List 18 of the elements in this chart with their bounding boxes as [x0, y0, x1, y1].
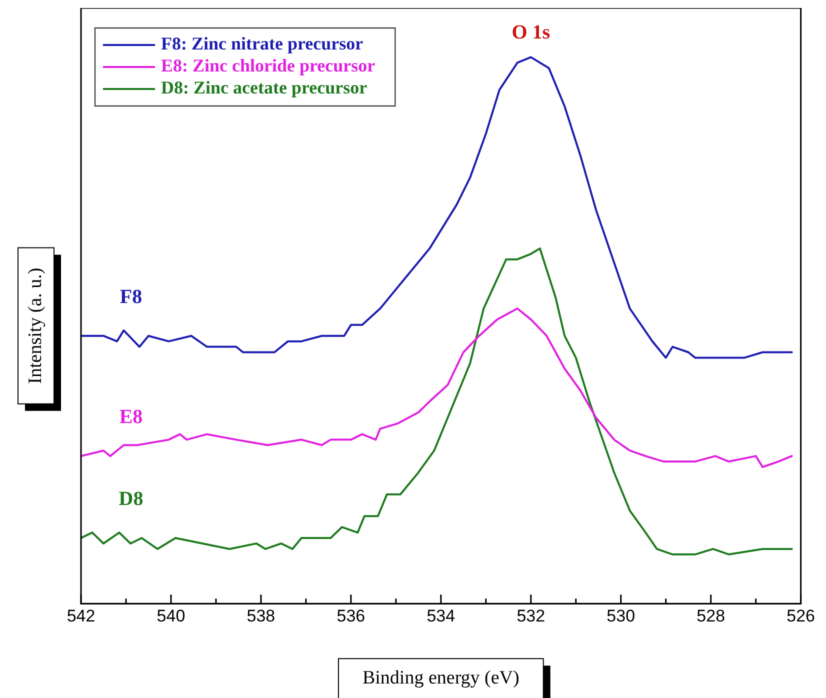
x-tick-label: 538 [246, 606, 276, 626]
x-tick-label: 532 [516, 606, 546, 626]
x-tick-label: 542 [66, 606, 96, 626]
legend-label: E8: Zinc chloride precursor [161, 56, 376, 76]
legend-label: F8: Zinc nitrate precursor [161, 34, 364, 54]
text: O 1s [512, 21, 550, 44]
annotation: D8 [118, 488, 144, 510]
x-tick-label: 540 [156, 606, 186, 626]
annotation: F8 [120, 286, 142, 308]
legend-label: D8: Zinc acetate precursor [161, 78, 368, 98]
x-axis-title: Binding energy (eV) [362, 668, 520, 689]
annotation: E8 [119, 406, 143, 428]
y-axis-title: Intensity (a. u.) [24, 268, 46, 384]
x-tick-label: 528 [696, 606, 726, 626]
x-tick-label: 534 [426, 606, 456, 626]
x-tick-label: 530 [606, 606, 636, 626]
x-tick-label: 526 [786, 606, 816, 626]
x-tick-label: 536 [336, 606, 366, 626]
